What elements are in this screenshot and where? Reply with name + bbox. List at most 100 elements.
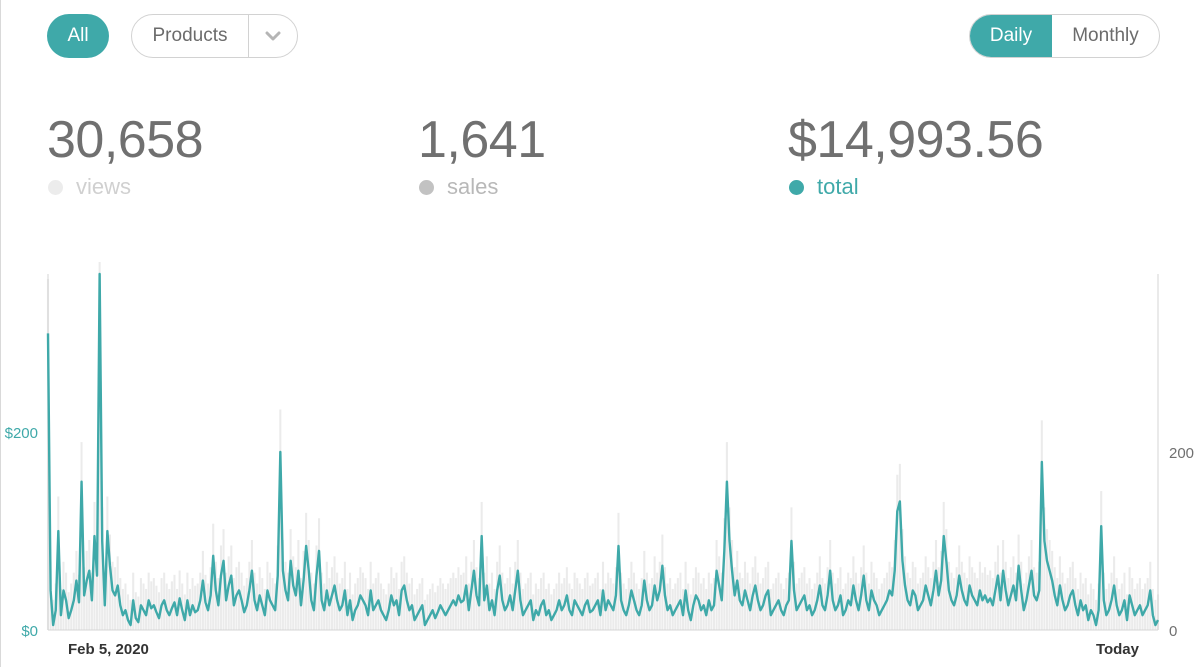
revenue-chart[interactable]: $0 $200 0 200 Feb 5, 2020 Today [0,262,1200,667]
views-bar [924,556,927,630]
views-legend[interactable]: views [47,174,203,200]
monthly-toggle-button[interactable]: Monthly [1072,25,1139,46]
sales-stat: 1,641 sales [418,108,546,200]
sales-legend[interactable]: sales [418,174,546,200]
views-bar [124,583,127,630]
views-bar [880,583,883,630]
views-bar [1048,540,1051,630]
views-bar [723,518,726,630]
views-bar [333,556,336,630]
views-bar [444,588,447,630]
views-bar [1141,588,1144,630]
views-bar [436,585,439,630]
views-bar [996,545,999,630]
total-legend-dot-icon [789,179,804,195]
views-bar [1118,588,1121,630]
sales-legend-label: sales [447,174,499,199]
views-bar [111,561,114,630]
views-bar [1089,583,1092,630]
views-bar [382,588,385,630]
views-bar [578,583,581,630]
chevron-down-icon[interactable] [249,15,297,57]
total-series-line [46,272,1160,627]
views-bar [591,583,594,630]
left-tick-label: $200 [5,425,38,442]
right-tick-label: 0 [1169,623,1177,640]
views-bar [1051,550,1054,630]
views-bar [305,512,308,630]
total-stat: $14,993.56 total [788,108,1044,200]
views-bar [222,529,225,630]
views-bar [1084,578,1087,630]
views-bar [121,588,124,630]
views-bar [237,561,241,630]
views-bar [552,588,555,630]
sales-legend-dot-icon [419,179,434,195]
views-bar [891,567,894,630]
views-bar [689,594,692,630]
views-bar [152,578,155,630]
views-bar [661,534,664,630]
views-bar [725,442,728,630]
views-bar [307,540,310,630]
views-bar [413,594,416,630]
views-bar [281,540,284,630]
period-toggle: Daily Monthly [969,14,1160,58]
views-bar [426,594,429,630]
views-bar [1030,540,1033,630]
views-bar [811,588,814,630]
views-bar [772,583,775,630]
views-bar [731,540,734,630]
views-bar [862,545,865,630]
views-bar [893,540,896,630]
views-bar [354,583,357,630]
left-tick-label: $0 [21,623,38,640]
x-end-label: Today [1096,641,1140,658]
views-bar [416,588,419,630]
views-bar [1038,561,1041,630]
views-bar [1012,556,1015,630]
products-dropdown[interactable]: Products [131,14,298,58]
views-bar [137,596,140,630]
views-bar [1002,540,1005,630]
views-bar [423,599,426,630]
views-bar [888,561,891,630]
views-bar [194,585,197,630]
views-bar [1033,567,1036,630]
views-bar [940,550,943,630]
views-bar [808,578,811,630]
views-bar [617,512,620,630]
views-bar [418,583,421,630]
views-bar [126,594,130,630]
total-legend[interactable]: total [788,174,1043,200]
views-bar [1136,583,1139,630]
views-bar [434,592,437,630]
views-bar [385,594,388,630]
views-bar [441,583,444,630]
products-dropdown-label: Products [152,25,228,46]
views-bar [212,523,215,630]
views-bar [547,583,550,630]
views-bar [733,567,736,630]
views-bar [318,518,321,630]
views-legend-dot-icon [48,179,63,195]
views-bar [934,540,938,630]
views-bar [524,583,527,630]
views-bar [284,561,287,630]
views-bar [292,556,295,630]
right-tick-label: 200 [1169,445,1194,462]
views-bar [896,474,899,630]
views-bar [85,550,88,630]
left-edge-divider [0,0,1,667]
views-bar [625,588,628,630]
all-filter-button[interactable]: All [47,14,109,58]
views-bar [429,588,432,630]
views-bar [1133,588,1136,630]
daily-toggle-button[interactable]: Daily [970,15,1052,57]
views-bar [674,583,677,630]
views-bar [901,529,904,630]
views-bar [550,594,553,630]
views-bar [945,529,948,630]
views-bar [421,578,424,630]
views-bar [83,567,86,630]
